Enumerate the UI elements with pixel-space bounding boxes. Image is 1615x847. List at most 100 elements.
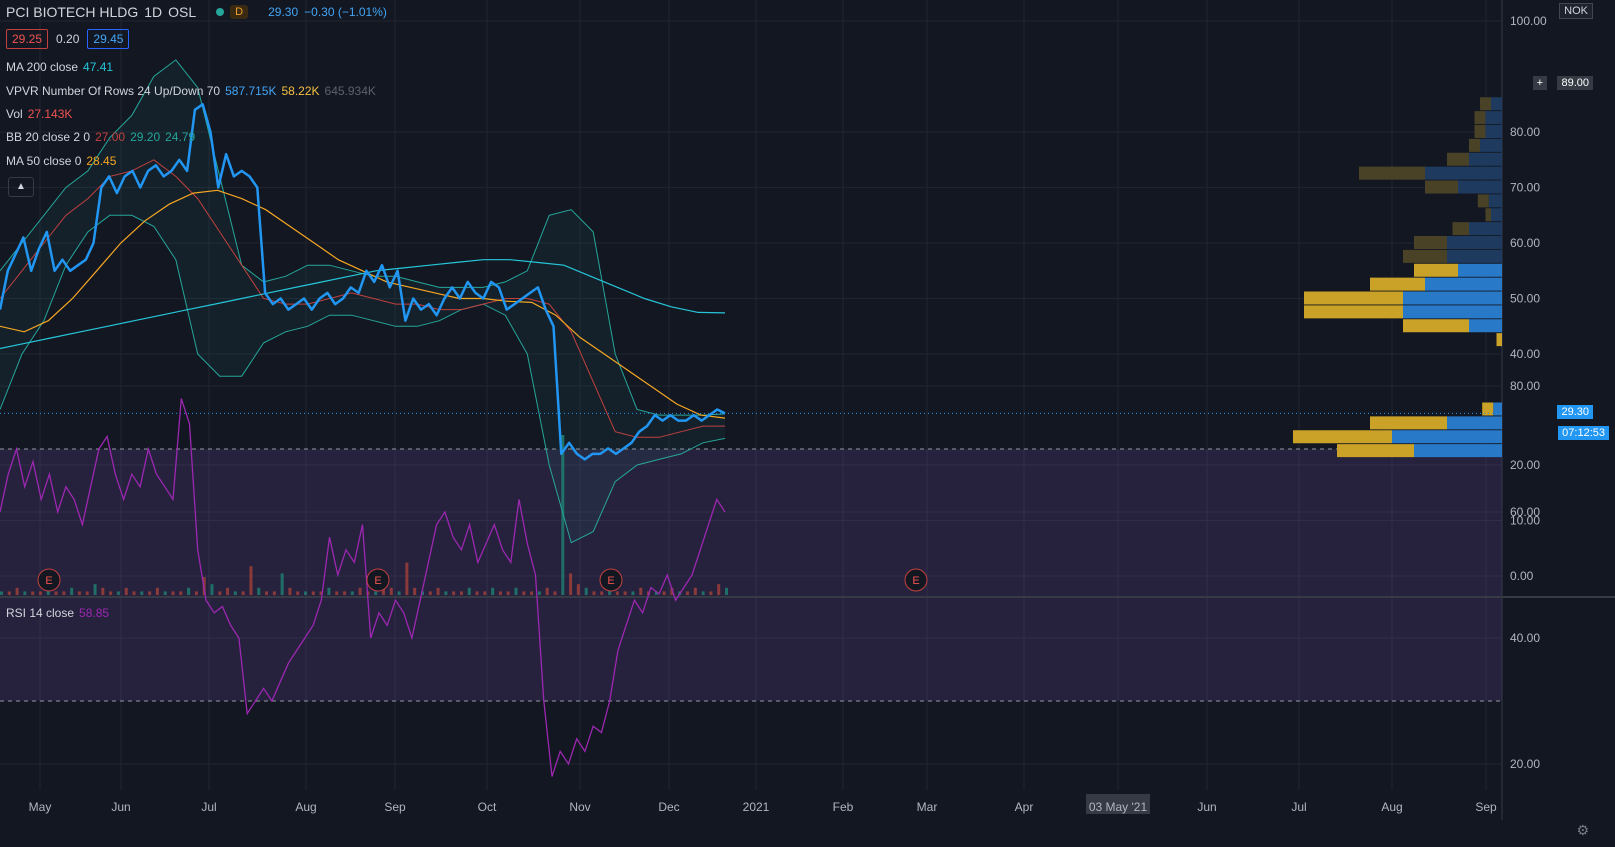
legend-ma200[interactable]: MA 200 close 47.41 [6,60,113,74]
volume-bar [54,591,58,595]
volume-bar [116,591,120,595]
vpvr-down-bar [1491,208,1502,222]
time-axis-tick-label: Jun [1197,800,1216,814]
legend-label: RSI 14 close [6,606,75,620]
vpvr-down-bar [1493,402,1502,416]
volume-bar [600,591,604,595]
currency-badge[interactable]: NOK [1559,3,1593,19]
time-axis-ticks: May Jun Jul Aug Sep Oct Nov Dec 2021 Feb Mar Apr 03 … [29,794,1497,814]
legend-vpvr[interactable]: VPVR Number Of Rows 24 Up/Down 70 587.715… [6,84,376,98]
volume-bar [405,562,409,595]
chevron-up-icon: ▲ [16,181,26,192]
time-axis-tick-label: May [29,800,52,814]
volume-bar [311,591,315,595]
time-axis-tick-label: Sep [1475,800,1497,814]
legend-value: 29.20 [130,130,161,144]
volume-bar [576,584,580,595]
ask-button[interactable]: 29.45 [87,29,130,49]
volume-bar [101,587,105,595]
vpvr-up-bar [1403,249,1447,263]
legend-ma50[interactable]: MA 50 close 0 28.45 [6,154,116,168]
volume-bar [397,591,401,595]
time-axis-tick-label: Jul [201,800,216,814]
volume-bar [85,591,89,595]
vpvr-up-bar [1304,291,1403,305]
volume-bar [498,591,502,595]
bid-button[interactable]: 29.25 [6,29,49,49]
vpvr-down-bar [1447,236,1502,249]
vpvr-up-bar [1477,194,1489,208]
earnings-marker [904,568,928,592]
vpvr-down-bar [1425,166,1502,180]
volume-bar [7,591,11,595]
volume-bar [148,591,152,595]
volume-bar [179,591,183,595]
quote-row: 29.25 0.20 29.45 [6,29,130,49]
vpvr-down-bar [1469,319,1502,333]
legend-bb[interactable]: BB 20 close 2 0 27.00 29.20 24.79 [6,130,195,144]
price-axis-tick-label: 10.00 [1510,514,1540,528]
vpvr-up-bar [1414,236,1447,249]
legend-label: MA 200 close [6,60,79,74]
vpvr-down-bar [1458,263,1502,277]
crosshair-date-tag [1086,794,1150,814]
vpvr-down-bar [1485,111,1502,125]
legend-value: 27.00 [95,130,126,144]
vpvr-up-bar [1414,263,1458,277]
volume-bar [304,591,308,595]
volume-bar [561,435,565,595]
volume-bar [631,591,635,595]
chart-grid [0,0,1502,790]
volume-bar [350,591,354,595]
volume-bar [491,587,495,595]
volume-bar [701,591,705,595]
legend-value: 645.934K [324,84,376,98]
volume-bar [226,587,230,595]
volume-bar [38,591,42,595]
time-axis-tick-label: Nov [569,800,590,814]
volume-bar [249,566,253,595]
settings-gear-icon[interactable]: ⚙ [1576,822,1589,838]
symbol-name[interactable]: PCI BIOTECH HLDG [6,4,139,20]
volume-bar [77,591,81,595]
vpvr-up-bar [1447,152,1469,166]
volume-bar [374,591,378,595]
exchange-label: OSL [168,4,197,20]
vpvr-up-bar [1304,305,1403,319]
vpvr-up-bar [1482,402,1494,416]
interval-label[interactable]: 1D [144,4,163,20]
volume-bar [296,591,300,595]
bb-basis-line [0,159,725,438]
time-axis-tick-label: Oct [478,800,497,814]
price-axis-tick-label: 80.00 [1510,125,1540,139]
volume-bar [725,587,728,595]
crosshair-price-tag: 89.00 [1557,76,1593,90]
volume-bar [0,591,3,595]
volume-bar [140,591,144,595]
volume-bar [327,587,331,595]
price-axis-tick-label: 50.00 [1510,292,1540,306]
volume-bar [553,591,557,595]
volume-bar [475,591,479,595]
rsi-axis-tick-label: 60.00 [1510,505,1540,519]
crosshair-plus-icon[interactable]: + [1532,76,1547,90]
volume-bar [358,587,362,595]
volume-bar [288,587,292,595]
volume-bar [654,591,658,595]
change-label: −0.30 (−1.01%) [304,5,387,19]
legend-value: 587.715K [225,84,277,98]
legend-rsi[interactable]: RSI 14 close 58.85 [6,606,109,620]
legend-volume[interactable]: Vol 27.143K [6,107,72,121]
collapse-legend-button[interactable]: ▲ [8,177,34,197]
price-axis-tick-label: 100.00 [1510,14,1547,28]
volume-bar [452,591,456,595]
time-axis-tick-label: Aug [1381,800,1402,814]
volume-bar [444,591,448,595]
volume-bar [537,591,541,595]
volume-bar [545,587,549,595]
volume-bar [483,591,487,595]
volume-bar [15,587,19,595]
price-axis-ticks: 100.00 80.00 70.00 60.00 50.00 40.00 20.00 10.0… [1510,14,1547,583]
